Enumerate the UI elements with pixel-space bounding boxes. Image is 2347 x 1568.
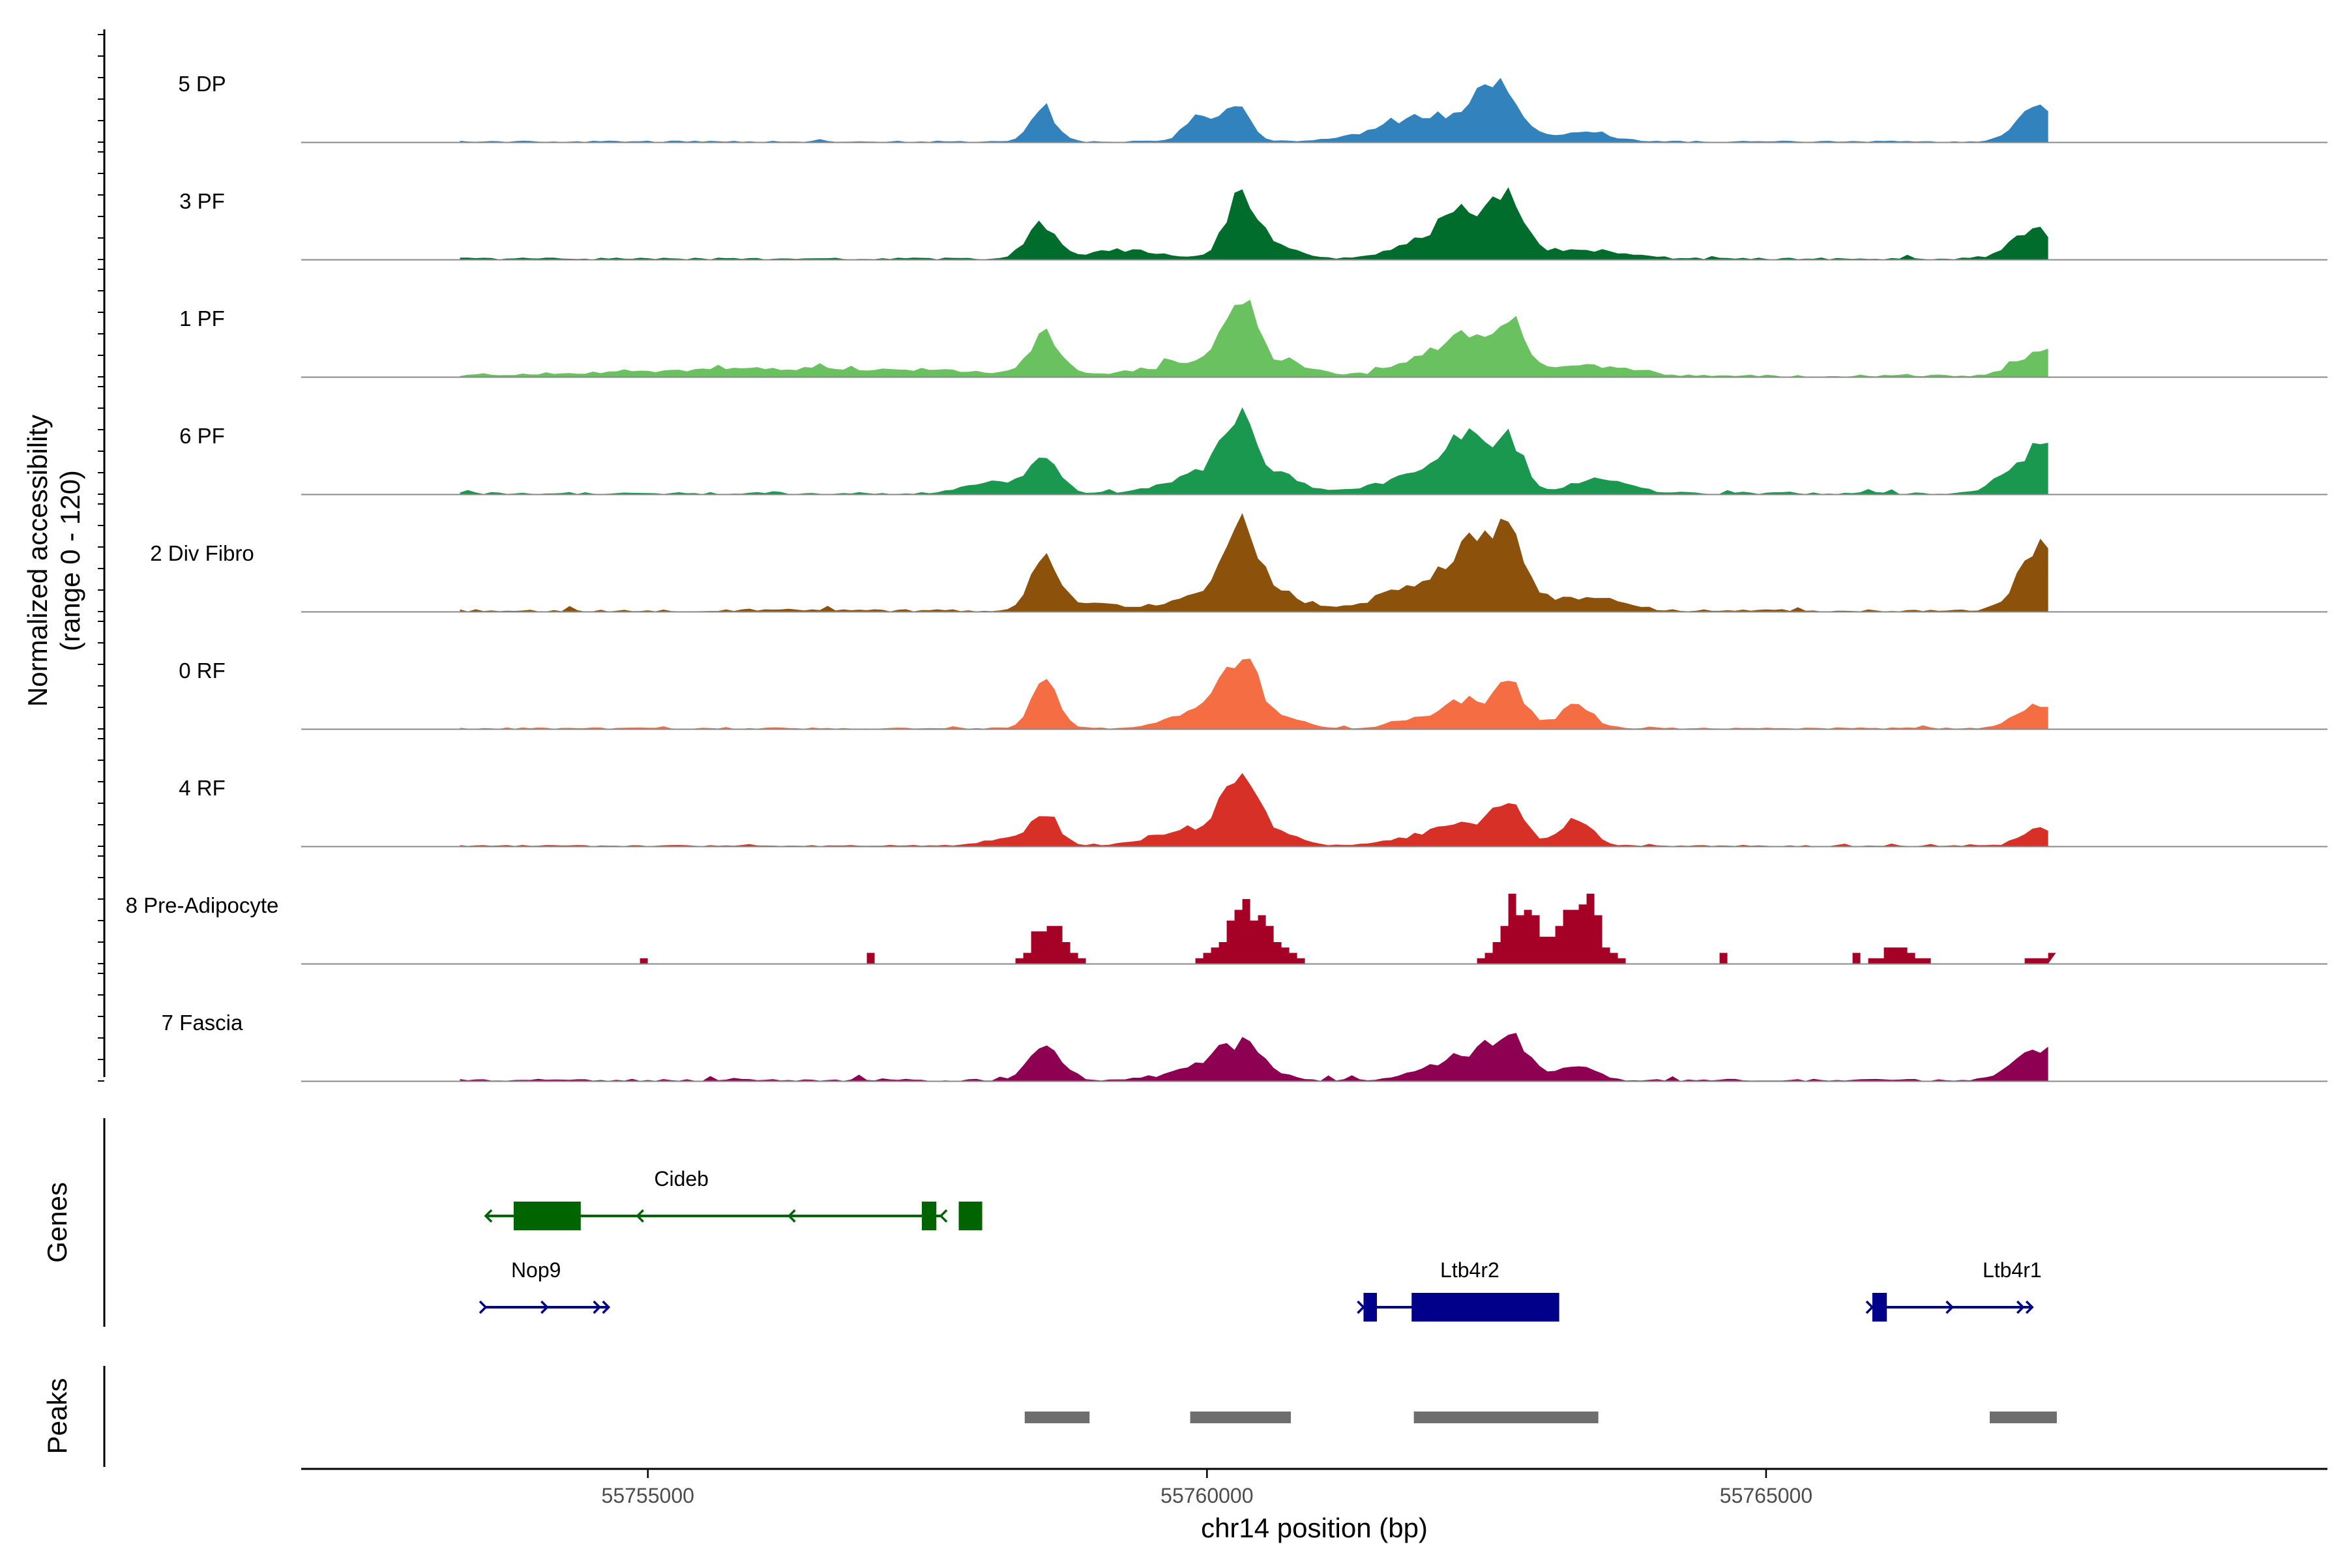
coverage-area xyxy=(460,407,2048,494)
genes-axis-title: Genes xyxy=(42,1182,72,1263)
strand-arrow xyxy=(2016,1300,2025,1314)
y-axis-group xyxy=(98,29,106,1467)
coverage-area xyxy=(460,773,2048,846)
gene-label: Cideb xyxy=(654,1167,709,1191)
genes-track: Cideb Nop9 Ltb4r2 Ltb4r1 xyxy=(479,1167,2042,1322)
track-label: 1 PF xyxy=(179,306,225,331)
coverage-area xyxy=(460,658,2048,729)
track-label: 4 RF xyxy=(179,776,226,800)
peak-region xyxy=(1190,1412,1291,1423)
peak-region xyxy=(1413,1412,1599,1423)
exon xyxy=(921,1202,937,1230)
strand-arrow xyxy=(484,1209,493,1223)
strand-arrow xyxy=(1357,1300,1365,1314)
track-5: 2 Div Fibro xyxy=(150,513,2327,613)
x-axis-group: 55755000 55760000 55765000 xyxy=(301,1468,2327,1507)
y-axis-title-line2: (range 0 - 120) xyxy=(55,470,85,651)
exon xyxy=(1411,1293,1559,1322)
strand-arrow xyxy=(787,1209,796,1223)
coverage-area xyxy=(460,513,2048,612)
gene-Ltb4r1: Ltb4r1 xyxy=(1865,1258,2042,1322)
track-7: 4 RF xyxy=(179,773,2327,848)
strand-arrow xyxy=(1945,1300,1955,1314)
x-axis-title: chr14 position (bp) xyxy=(1201,1513,1428,1543)
peak-region xyxy=(1024,1412,1090,1423)
track-2: 3 PF xyxy=(179,187,2327,261)
gene-Nop9: Nop9 xyxy=(479,1258,611,1314)
gene-Ltb4r2: Ltb4r2 xyxy=(1357,1258,1559,1322)
coverage-area xyxy=(460,1033,2048,1081)
exon xyxy=(1872,1293,1887,1322)
track-4: 6 PF xyxy=(179,407,2327,496)
strand-arrow xyxy=(479,1300,488,1314)
y-axis-title-line1: Normalized accessibility xyxy=(22,415,53,707)
gene-Cideb: Cideb xyxy=(484,1167,982,1230)
exon xyxy=(1363,1293,1378,1322)
strand-arrow xyxy=(636,1209,644,1223)
peak-region xyxy=(1990,1412,2057,1423)
strand-arrow xyxy=(1865,1300,1874,1314)
x-tick-label: 55765000 xyxy=(1720,1484,1812,1507)
strand-arrow xyxy=(593,1300,602,1314)
track-1: 5 DP xyxy=(178,72,2327,143)
track-label: 3 PF xyxy=(179,189,225,213)
accessibility-tracks: 5 DP 3 PF 1 PF 6 PF 2 Div Fibro 0 RF 4 RF 8 Pre… xyxy=(126,72,2327,1082)
track-label: 5 DP xyxy=(178,72,226,96)
track-3: 1 PF xyxy=(179,299,2327,378)
strand-arrow xyxy=(540,1300,549,1314)
coverage-area xyxy=(460,78,2048,142)
track-label: 7 Fascia xyxy=(162,1011,243,1035)
peaks-axis-title: Peaks xyxy=(42,1378,72,1455)
track-label: 2 Div Fibro xyxy=(150,541,254,565)
coverage-area xyxy=(460,299,2048,377)
gene-label: Ltb4r2 xyxy=(1440,1258,1499,1282)
x-tick-label: 55760000 xyxy=(1160,1484,1253,1507)
exon xyxy=(513,1202,581,1230)
strand-arrow xyxy=(2025,1300,2034,1314)
x-tick-label: 55755000 xyxy=(602,1484,694,1507)
gene-label: Ltb4r1 xyxy=(1983,1258,2042,1282)
strand-arrow xyxy=(939,1209,948,1223)
coverage-area xyxy=(460,187,2048,259)
coverage-area xyxy=(460,893,2056,964)
track-label: 8 Pre-Adipocyte xyxy=(126,893,279,917)
track-6: 0 RF xyxy=(179,658,2327,730)
track-9: 7 Fascia xyxy=(162,1011,2327,1082)
track-label: 0 RF xyxy=(179,658,226,683)
exon xyxy=(958,1202,982,1230)
gene-label: Nop9 xyxy=(511,1258,561,1282)
track-label: 6 PF xyxy=(179,424,225,448)
peaks-track xyxy=(1024,1412,2057,1423)
strand-arrow xyxy=(602,1300,611,1314)
track-8: 8 Pre-Adipocyte xyxy=(126,893,2327,965)
